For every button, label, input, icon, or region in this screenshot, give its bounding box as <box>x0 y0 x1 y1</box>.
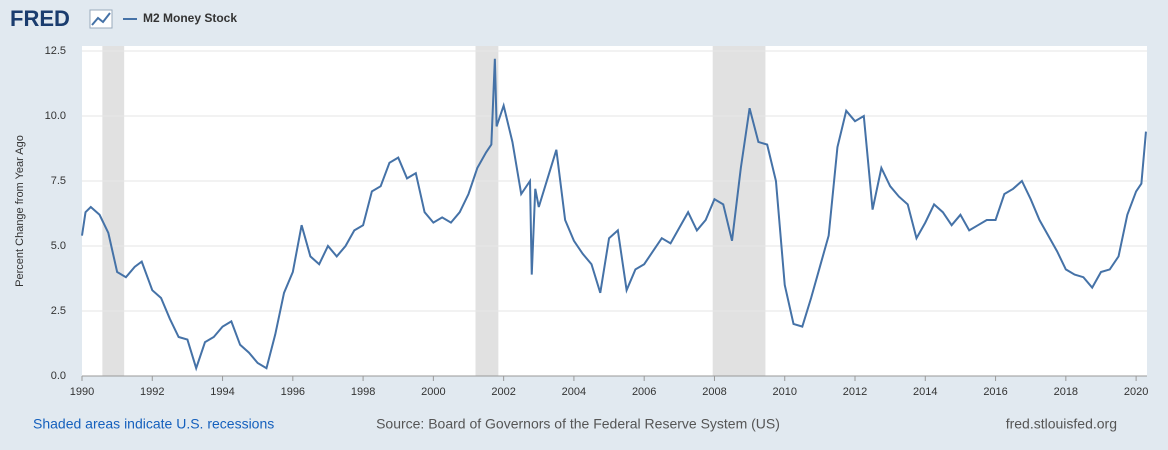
y-tick-label: 0.0 <box>51 370 66 382</box>
recession-band <box>102 46 125 376</box>
y-tick-label: 5.0 <box>51 240 66 252</box>
x-tick-label: 2016 <box>983 386 1007 398</box>
y-tick-label: 2.5 <box>51 305 66 317</box>
recession-note[interactable]: Shaded areas indicate U.S. recessions <box>33 416 274 432</box>
x-tick-label: 1998 <box>351 386 375 398</box>
x-tick-label: 1992 <box>140 386 164 398</box>
y-tick-label: 10.0 <box>45 110 66 122</box>
x-tick-label: 2018 <box>1054 386 1078 398</box>
x-tick-label: 2006 <box>632 386 656 398</box>
x-tick-label: 1994 <box>210 386 234 398</box>
source: Source: Board of Governors of the Federa… <box>376 416 780 432</box>
legend-label: M2 Money Stock <box>143 11 237 25</box>
x-tick-label: 1996 <box>281 386 305 398</box>
x-tick-label: 2020 <box>1124 386 1148 398</box>
x-tick-label: 2004 <box>562 386 586 398</box>
x-tick-label: 2012 <box>843 386 867 398</box>
logo-icon-line <box>91 12 111 26</box>
logo-icon <box>89 9 113 29</box>
plot-area <box>82 46 1147 376</box>
x-tick-label: 2010 <box>772 386 796 398</box>
series-line <box>81 58 1147 372</box>
recession-band <box>712 46 766 376</box>
logo: FRED <box>10 6 70 31</box>
y-tick-label: 12.5 <box>45 45 66 57</box>
x-tick-label: 2014 <box>913 386 937 398</box>
x-tick-label: 1990 <box>70 386 94 398</box>
site-url[interactable]: fred.stlouisfed.org <box>1006 416 1117 432</box>
y-tick-label: 7.5 <box>51 175 66 187</box>
x-tick-label: 2002 <box>491 386 515 398</box>
x-tick-label: 2000 <box>421 386 445 398</box>
y-axis-label: Percent Change from Year Ago <box>14 135 26 287</box>
x-tick-label: 2008 <box>702 386 726 398</box>
